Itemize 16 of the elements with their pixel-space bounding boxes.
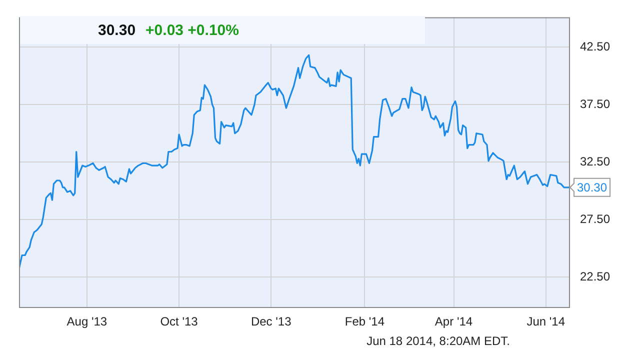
text: Jun 18 2014, 8:20AM EDT.: [366, 334, 510, 348]
x-tick-label: Oct '13: [160, 314, 198, 329]
chart-subtitle: +0.03 +0.10%: [146, 22, 239, 38]
x-tick-label: Dec '13: [250, 314, 292, 329]
x-tick-label: Jun '14: [526, 314, 566, 329]
x-tick-label: Feb '14: [344, 314, 385, 329]
y-tick-label: 42.50: [580, 39, 610, 54]
header-panel: 30.30 +0.03 +0.10%: [20, 16, 425, 44]
x-tick-label: Aug '13: [66, 314, 108, 329]
y-tick-label: 37.50: [580, 96, 610, 111]
y-tick-label: 27.50: [580, 212, 610, 226]
y-tick-label: 32.50: [580, 154, 610, 168]
chart-title: 30.30: [98, 22, 136, 38]
x-tick-label: Apr '14: [434, 314, 473, 329]
annotation: 30.30: [577, 180, 608, 195]
y-tick-label: 22.50: [580, 269, 610, 284]
